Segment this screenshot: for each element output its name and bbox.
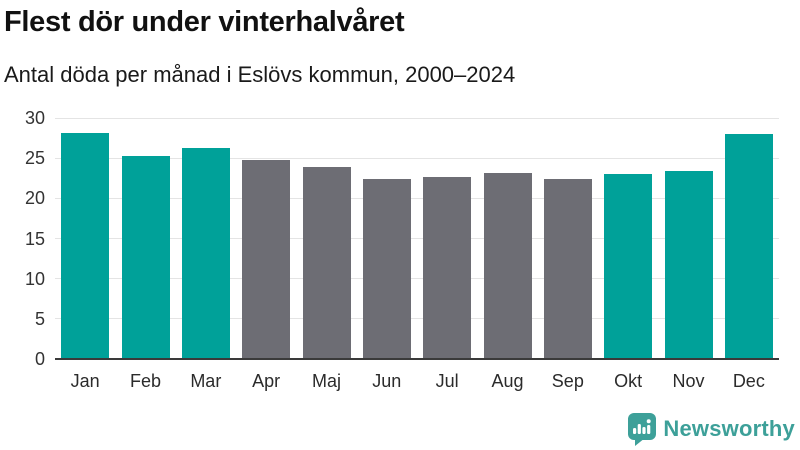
y-tick-label: 10 (24, 268, 45, 289)
bar-okt (604, 174, 653, 359)
y-gridline (55, 117, 779, 119)
newsworthy-logo: Newsworthy (627, 412, 795, 446)
x-tick-label: Aug (491, 371, 524, 391)
bar-apr (242, 159, 291, 359)
y-tick-label: 5 (34, 308, 45, 329)
newsworthy-logo-text: Newsworthy (663, 416, 795, 441)
x-axis-line (55, 358, 779, 360)
bar-jul (423, 177, 472, 359)
y-gridline (55, 238, 779, 239)
bar-maj (302, 167, 351, 359)
x-tick-label: Maj (311, 371, 341, 391)
x-tick-label: Jan (70, 371, 100, 391)
bar-aug (483, 172, 532, 359)
y-tick-label: 30 (24, 108, 45, 128)
y-tick-label: 0 (34, 349, 45, 369)
y-gridline (55, 157, 779, 159)
y-tick-label: 25 (24, 148, 45, 169)
bar-jun (362, 179, 411, 359)
bar-nov (664, 171, 713, 359)
bar-jan (61, 133, 110, 359)
bar-feb (121, 155, 170, 359)
x-tick-label: Sep (551, 371, 584, 391)
y-tick-label: 20 (24, 188, 45, 209)
y-gridline (55, 197, 779, 199)
x-tick-label: Nov (672, 371, 705, 391)
y-gridline (55, 318, 779, 320)
bar-dec (724, 134, 773, 359)
newsworthy-chart-bubble-icon (628, 413, 657, 446)
x-tick-label: Apr (252, 371, 281, 391)
chart-title: Flest dör under vinterhalvåret (4, 6, 405, 38)
x-tick-label: Mar (190, 371, 222, 391)
chart-subtitle: Antal döda per månad i Eslövs kommun, 20… (4, 62, 516, 87)
x-tick-label: Dec (732, 371, 765, 391)
x-tick-label: Jul (435, 371, 459, 391)
x-tick-label: Feb (129, 371, 161, 391)
x-tick-label: Jun (372, 371, 402, 391)
bar-sep (543, 179, 592, 359)
bar-mar (181, 147, 230, 359)
y-tick-label: 15 (24, 228, 45, 249)
y-gridline (55, 278, 779, 280)
x-tick-label: Okt (614, 371, 643, 391)
